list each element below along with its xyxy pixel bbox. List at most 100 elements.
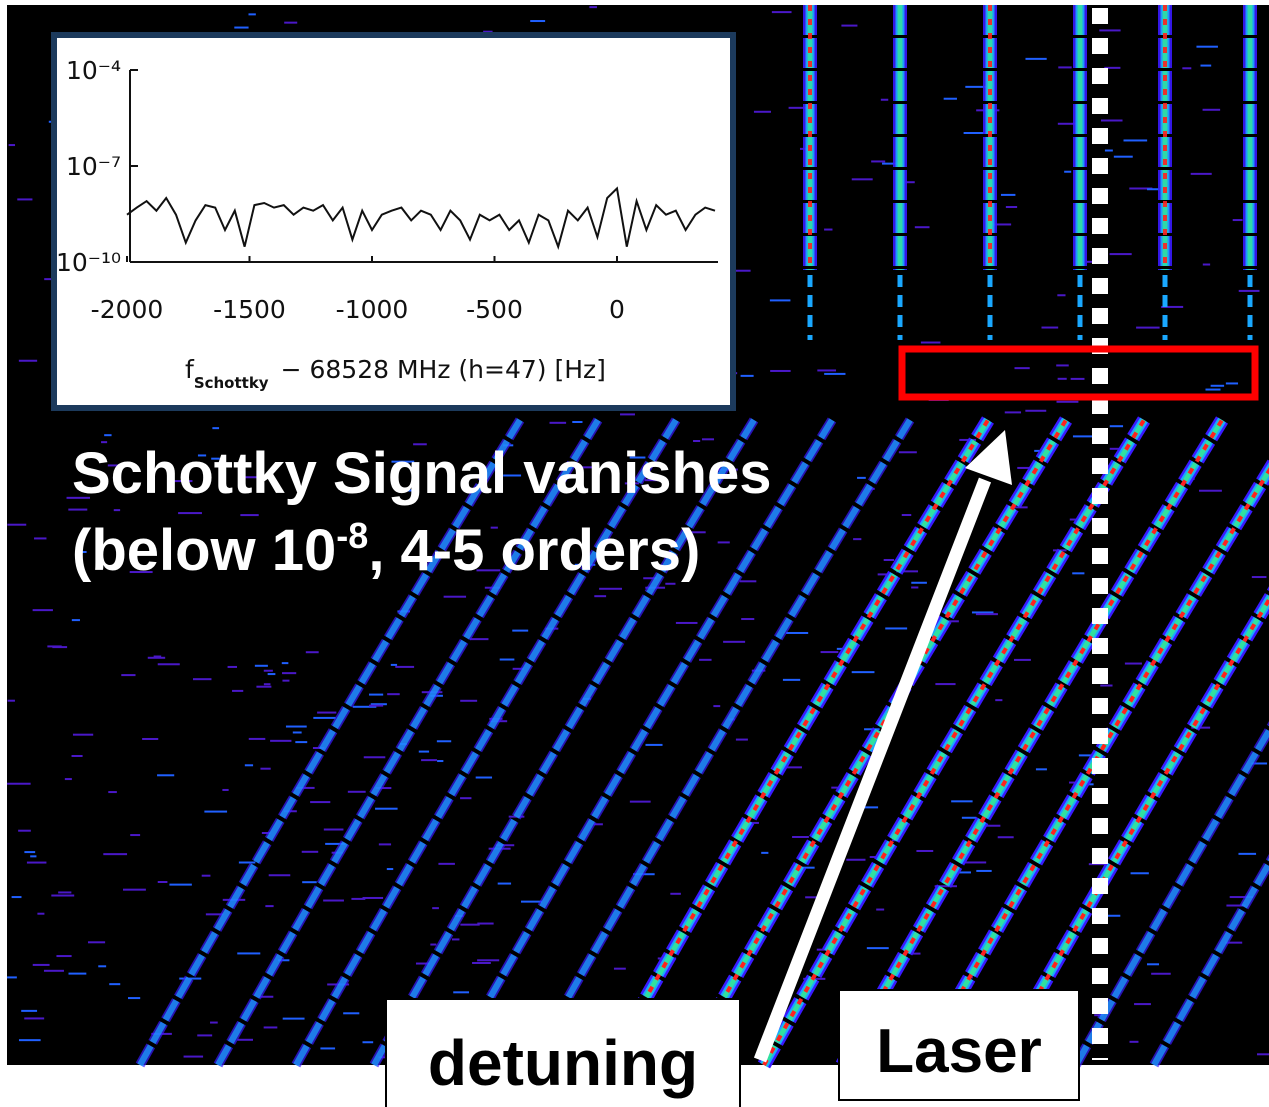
noise [58,891,72,894]
noise [1058,66,1072,69]
stripe [449,418,835,1067]
noise [572,421,583,424]
noise [387,693,400,696]
noise [1099,29,1121,32]
noise [142,737,159,740]
noise [421,759,437,762]
noise [1205,388,1221,391]
noise [285,725,307,728]
noise [301,850,319,853]
noise [64,778,72,781]
noise [1136,326,1160,329]
noise [475,776,493,779]
noise [1256,1053,1269,1056]
noise [90,488,98,491]
label-box [385,998,741,1107]
series-line [126,186,716,250]
noise [108,791,117,794]
noise [369,693,384,696]
noise [24,851,36,854]
annotation-part: (below 10 [72,518,336,583]
noise [1041,326,1059,329]
noise [851,178,873,181]
noise [430,943,437,946]
noise [503,474,522,477]
noise [347,790,366,793]
annotation-part: , 4-5 orders) [368,518,700,583]
stripe [215,418,601,1067]
noise [68,972,87,975]
noise [831,786,840,789]
noise [237,1038,253,1041]
x-tick-label: -2000 [91,295,164,324]
stripe [293,418,679,1067]
noise [87,941,106,944]
noise [857,806,879,809]
noise [1069,781,1077,784]
noise [104,434,112,437]
noise [613,967,626,970]
noise [263,683,271,686]
noise [172,480,193,483]
noise [782,678,801,681]
noise [898,451,917,454]
x-label-f: f [185,355,195,384]
noise [476,569,501,572]
annotation: Schottky Signal vanishes [72,441,771,506]
noise [995,699,1003,702]
noise [7,699,15,702]
noise [179,977,202,980]
noise [204,810,228,813]
noise [866,947,889,950]
noise [693,440,701,443]
noise [1109,425,1124,428]
noise [723,640,746,643]
noise [1200,64,1212,67]
arrow-head [965,430,1012,485]
noise [265,905,274,908]
noise [1251,576,1267,579]
noise [1129,1040,1139,1043]
noise [238,861,256,864]
noise [404,489,415,492]
noise [490,526,498,529]
noise [869,856,880,859]
annotation-superscript: -8 [336,515,368,556]
noise [436,740,452,743]
noise [395,665,415,668]
noise [128,997,141,1000]
noise [1072,572,1085,575]
noise [98,965,107,968]
noise [769,299,791,302]
noise [123,888,146,891]
noise [1078,754,1092,757]
noise [701,438,715,441]
noise [952,871,971,874]
noise [851,671,875,674]
noise [713,705,721,708]
noise [497,882,512,885]
noise [362,896,384,899]
noise [201,874,211,877]
noise [130,834,141,837]
noise [121,674,136,677]
noise [699,658,712,661]
noise [1225,941,1243,944]
stripe [371,418,757,1067]
noise [351,897,366,900]
noise [645,743,663,746]
y-tick-label: 10⁻¹⁰ [56,248,121,277]
noise [935,683,956,686]
label-box [838,989,1080,1101]
x-tick-label: 0 [609,295,625,324]
noise [11,896,22,899]
noise [670,892,681,895]
noise [1011,506,1028,509]
noise [267,673,276,676]
noise [990,223,1012,226]
noise [248,737,266,740]
noise [71,754,83,757]
noise [313,716,336,719]
noise [310,801,331,804]
noise [30,855,37,858]
